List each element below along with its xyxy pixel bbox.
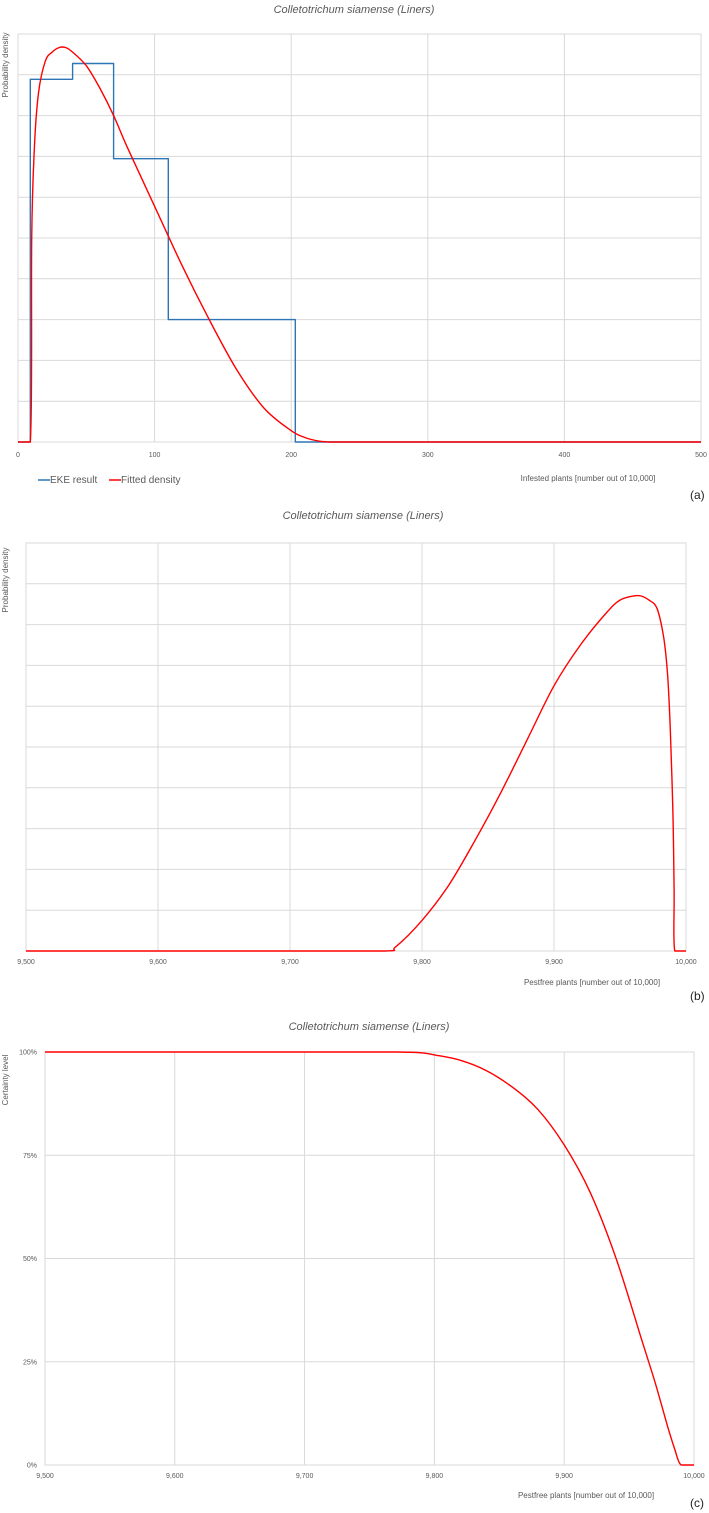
chart-c-grid <box>44 1051 695 1466</box>
chart-c-title: Colletotrichum siamense (Liners) <box>289 1021 450 1033</box>
chart-b-x-ticks: 9,500 9,600 9,700 9,800 9,900 10,000 <box>17 959 697 966</box>
x-tick-label: 9,600 <box>166 1473 184 1480</box>
y-tick-label: 0% <box>27 1463 37 1470</box>
x-tick-label: 9,500 <box>36 1473 54 1480</box>
chart-b-series <box>25 594 686 952</box>
legend-eke-label: EKE result <box>50 475 97 486</box>
fitted-density-series <box>25 594 686 952</box>
chart-a-ylabel: Probability density <box>1 33 10 98</box>
chart-b-xlabel: Pestfree plants [number out of 10,000] <box>524 978 660 987</box>
legend-fitted-label: Fitted density <box>121 475 180 486</box>
x-tick-label: 9,700 <box>296 1473 314 1480</box>
chart-a: Colletotrichum siamense (Liners) Probabi… <box>1 4 707 502</box>
x-tick-label: 200 <box>285 452 297 459</box>
x-tick-label: 400 <box>559 452 571 459</box>
x-tick-label: 9,600 <box>149 959 167 966</box>
chart-b-title: Colletotrichum siamense (Liners) <box>283 510 444 522</box>
chart-c-series <box>45 1051 694 1466</box>
x-tick-label: 100 <box>149 452 161 459</box>
x-tick-label: 9,900 <box>555 1473 573 1480</box>
chart-c-ylabel: Certainty level <box>1 1054 10 1105</box>
eke-result-series <box>18 62 701 443</box>
chart-b: Colletotrichum siamense (Liners) Probabi… <box>1 510 705 1003</box>
chart-c: Colletotrichum siamense (Liners) Certain… <box>1 1021 705 1510</box>
x-tick-label: 500 <box>695 452 707 459</box>
x-tick-label: 10,000 <box>675 959 697 966</box>
y-tick-label: 100% <box>19 1050 37 1057</box>
fitted-density-series <box>45 1051 694 1466</box>
chart-b-grid <box>25 542 687 952</box>
x-tick-label: 300 <box>422 452 434 459</box>
x-tick-label: 0 <box>16 452 20 459</box>
chart-a-xlabel: Infested plants [number out of 10,000] <box>521 474 656 483</box>
chart-c-xlabel: Pestfree plants [number out of 10,000] <box>518 1491 654 1500</box>
x-tick-label: 9,900 <box>545 959 563 966</box>
chart-c-x-ticks: 9,500 9,600 9,700 9,800 9,900 10,000 <box>36 1473 705 1480</box>
y-tick-label: 75% <box>23 1153 37 1160</box>
x-tick-label: 9,800 <box>413 959 431 966</box>
chart-a-legend: EKE result Fitted density <box>38 475 180 486</box>
chart-a-x-ticks: 0 100 200 300 400 500 <box>16 452 707 459</box>
chart-c-panel-label: (c) <box>690 1496 704 1510</box>
x-tick-label: 10,000 <box>683 1473 705 1480</box>
chart-b-ylabel: Probability density <box>1 548 10 613</box>
y-tick-label: 50% <box>23 1256 37 1263</box>
fitted-density-series <box>18 46 701 443</box>
chart-a-panel-label: (a) <box>690 488 705 502</box>
chart-a-series <box>18 46 701 443</box>
chart-b-panel-label: (b) <box>690 989 705 1003</box>
x-tick-label: 9,700 <box>281 959 299 966</box>
chart-a-title: Colletotrichum siamense (Liners) <box>274 4 435 16</box>
chart-a-grid <box>17 33 702 443</box>
x-tick-label: 9,800 <box>426 1473 444 1480</box>
x-tick-label: 9,500 <box>17 959 35 966</box>
chart-c-y-ticks: 0% 25% 50% 75% 100% <box>19 1050 37 1470</box>
y-tick-label: 25% <box>23 1359 37 1366</box>
